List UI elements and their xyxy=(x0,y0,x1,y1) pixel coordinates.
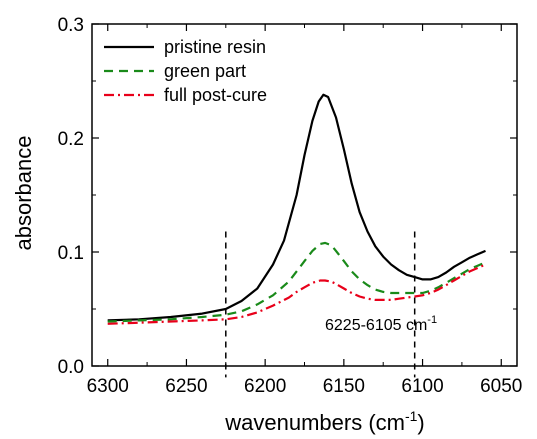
x-tick-label: 6150 xyxy=(323,376,365,397)
series-line xyxy=(107,241,486,323)
legend-label: full post-cure xyxy=(164,85,267,105)
x-tick-label: 6250 xyxy=(165,376,207,397)
x-axis: 6300 6250 6200 6150 6100 6050 xyxy=(87,24,522,397)
x-tick-label: 6200 xyxy=(244,376,286,397)
x-axis-title-close: ) xyxy=(417,410,424,435)
legend-label: pristine resin xyxy=(164,37,266,57)
y-axis-title: absorbance xyxy=(11,136,36,251)
plot-area xyxy=(91,23,518,367)
series-line xyxy=(107,263,486,325)
y-tick-label: 0.2 xyxy=(58,129,84,150)
y-tick-label: 0.0 xyxy=(58,357,84,378)
x-tick-label: 6300 xyxy=(87,376,129,397)
x-axis-title-sup: -1 xyxy=(405,408,418,424)
range-annotation-sup: -1 xyxy=(427,314,437,326)
series-line xyxy=(107,93,486,322)
y-tick-label: 0.3 xyxy=(58,15,84,36)
x-tick-label: 6100 xyxy=(401,376,443,397)
legend: pristine resin green part full post-cure xyxy=(104,37,267,105)
x-tick-label: 6050 xyxy=(480,376,522,397)
plot-frame xyxy=(91,23,518,367)
y-axis: 0.0 0.1 0.2 0.3 xyxy=(58,15,517,378)
legend-label: green part xyxy=(164,61,246,81)
range-annotation: 6225-6105 cm-1 xyxy=(325,314,437,334)
range-marker-lines xyxy=(225,231,416,378)
x-axis-title-text: wavenumbers (cm xyxy=(224,410,405,435)
x-axis-title: wavenumbers (cm-1) xyxy=(224,408,425,435)
range-annotation-text: 6225-6105 cm xyxy=(325,317,427,334)
y-tick-label: 0.1 xyxy=(58,243,84,264)
series-group xyxy=(107,93,486,325)
